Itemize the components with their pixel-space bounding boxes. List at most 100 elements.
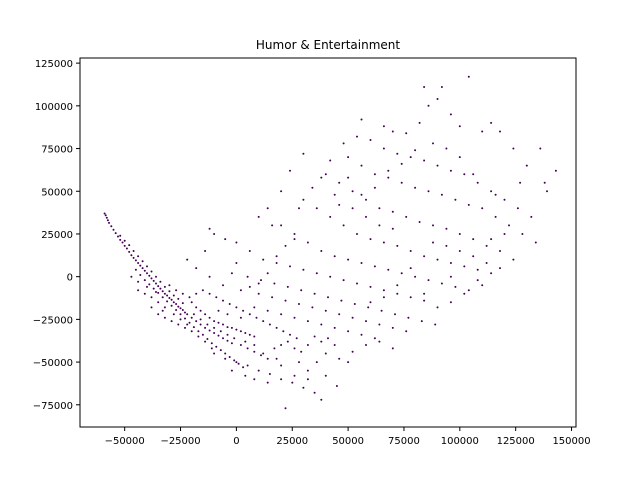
- data-point: [271, 296, 274, 299]
- data-point: [391, 326, 394, 329]
- data-point: [315, 361, 318, 364]
- data-point: [282, 330, 285, 333]
- data-point: [284, 244, 287, 247]
- data-point: [503, 233, 506, 235]
- data-point: [365, 320, 367, 323]
- data-point: [476, 279, 479, 282]
- data-point: [168, 297, 171, 299]
- data-point: [342, 224, 345, 227]
- data-point: [342, 142, 345, 145]
- data-point: [458, 250, 461, 252]
- data-point: [436, 306, 439, 309]
- data-point: [298, 361, 300, 364]
- data-point: [467, 75, 470, 78]
- data-point: [391, 227, 394, 230]
- data-point: [134, 259, 137, 262]
- data-point: [458, 233, 461, 235]
- data-point: [351, 316, 354, 319]
- data-point: [163, 306, 166, 309]
- data-point: [280, 378, 283, 381]
- data-point: [146, 265, 148, 268]
- data-point: [163, 285, 166, 288]
- data-point: [143, 279, 146, 282]
- data-point: [293, 238, 296, 241]
- data-point: [130, 275, 133, 278]
- data-point: [423, 255, 426, 258]
- data-point: [217, 309, 220, 312]
- data-point: [132, 256, 135, 259]
- data-point: [494, 193, 497, 196]
- data-point: [508, 224, 510, 227]
- data-point: [280, 190, 283, 193]
- data-point: [338, 357, 341, 360]
- data-point: [253, 344, 256, 346]
- data-point: [306, 378, 309, 381]
- data-point: [253, 306, 256, 309]
- data-point: [181, 302, 184, 305]
- data-point: [181, 309, 184, 311]
- data-point: [166, 294, 169, 297]
- data-point: [213, 352, 216, 355]
- data-point: [195, 320, 198, 323]
- data-point: [128, 244, 131, 247]
- data-point: [298, 303, 300, 305]
- data-point: [463, 173, 466, 176]
- data-point: [405, 330, 408, 333]
- data-point: [327, 296, 329, 299]
- data-point: [485, 244, 488, 247]
- data-point: [239, 316, 242, 319]
- data-point: [141, 267, 144, 270]
- data-point: [382, 289, 385, 292]
- data-point: [201, 333, 204, 336]
- y-tick-label: 0: [67, 273, 73, 284]
- data-point: [257, 215, 260, 218]
- data-point: [458, 156, 461, 159]
- data-point: [396, 292, 399, 295]
- data-point: [268, 323, 271, 326]
- data-point: [490, 190, 493, 193]
- data-point: [519, 181, 522, 184]
- data-point: [365, 344, 367, 346]
- data-point: [378, 224, 381, 227]
- data-point: [199, 318, 202, 321]
- data-point: [210, 347, 213, 350]
- data-point: [414, 149, 417, 152]
- data-point: [219, 349, 222, 352]
- data-point: [186, 323, 189, 326]
- data-point: [302, 268, 305, 271]
- data-point: [226, 333, 229, 336]
- data-point: [244, 340, 247, 343]
- data-point: [170, 298, 173, 301]
- data-point: [313, 335, 316, 338]
- data-point: [280, 224, 283, 227]
- data-point: [208, 292, 211, 295]
- data-point: [333, 255, 336, 258]
- data-point: [360, 164, 363, 167]
- data-point: [400, 272, 403, 275]
- data-point: [373, 265, 376, 268]
- data-point: [432, 241, 434, 244]
- data-point: [525, 164, 528, 167]
- data-point: [490, 238, 493, 241]
- data-point: [432, 142, 434, 145]
- data-point: [224, 352, 227, 355]
- data-point: [123, 239, 126, 242]
- data-point: [235, 241, 238, 244]
- data-point: [302, 386, 305, 389]
- data-point: [186, 258, 189, 261]
- data-point: [222, 323, 224, 326]
- data-point: [123, 244, 126, 247]
- data-point: [217, 321, 220, 324]
- x-tick-label: 25000: [276, 436, 308, 447]
- data-point: [289, 169, 291, 172]
- data-point: [313, 391, 316, 394]
- data-point: [192, 326, 195, 329]
- data-point: [237, 362, 240, 365]
- data-point: [215, 345, 218, 348]
- data-point: [230, 342, 233, 345]
- data-point: [432, 224, 434, 227]
- data-point: [108, 221, 110, 224]
- data-point: [423, 159, 426, 162]
- data-point: [239, 289, 242, 292]
- data-point: [313, 292, 316, 295]
